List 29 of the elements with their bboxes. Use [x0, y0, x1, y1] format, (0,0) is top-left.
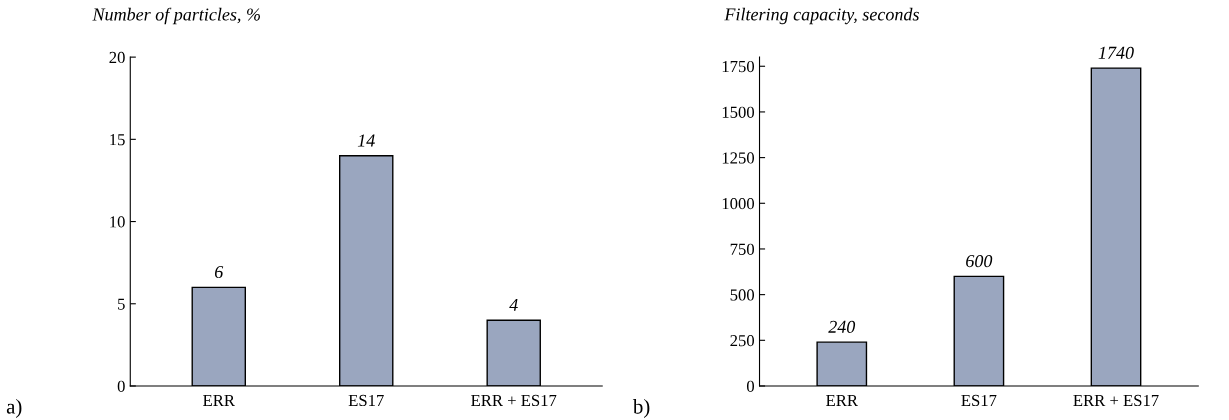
y-tick-label: 1500	[722, 106, 755, 118]
y-tick-label: 1250	[722, 152, 755, 164]
y-tick-label: 5	[118, 298, 125, 310]
data-label: 1740	[1098, 46, 1134, 59]
y-tick-label: 20	[109, 51, 125, 64]
y-tick-label: 15	[110, 134, 125, 146]
x-tick-label: ERR	[203, 394, 235, 406]
x-tick-label: ERR + ES17	[471, 394, 557, 407]
x-tick-label: ES17	[348, 394, 384, 407]
y-tick-label: 250	[730, 335, 755, 347]
y-tick-label: 0	[117, 380, 125, 392]
data-label: 4	[509, 298, 518, 311]
text: a)	[6, 399, 22, 418]
data-label: 14	[357, 134, 375, 147]
text: b)	[632, 399, 650, 418]
x-tick-label: ERR	[826, 394, 858, 406]
y-axis-title: Filtering capacity, seconds	[724, 7, 919, 25]
y-tick-label: 1000	[722, 197, 755, 210]
y-tick-label: 500	[730, 289, 755, 301]
x-tick-label: ES17	[961, 394, 997, 407]
y-tick-label: 0	[746, 380, 755, 392]
data-label: 240	[828, 320, 856, 333]
y-axis-title: Number of particles, %	[92, 7, 260, 25]
y-tick-label: 10	[110, 216, 125, 228]
data-label: 6	[214, 265, 224, 279]
data-label: 600	[966, 254, 993, 268]
y-tick-label: 750	[730, 243, 755, 255]
x-tick-label: ERR + ES17	[1073, 394, 1159, 407]
y-tick-label: 1750	[722, 60, 755, 73]
